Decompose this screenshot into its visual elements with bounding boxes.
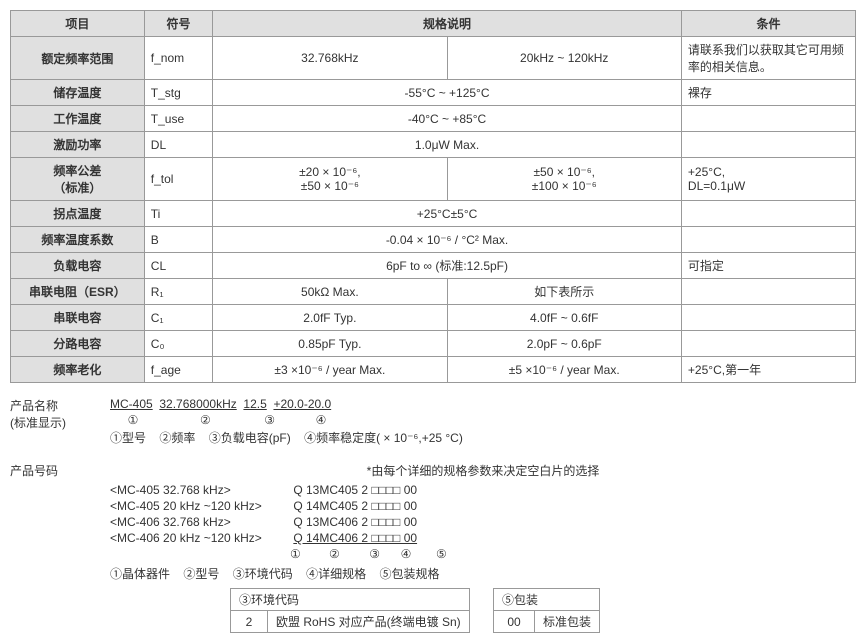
table-row: 频率公差 （标准） f_tol ±20 × 10⁻⁶, ±50 × 10⁻⁶ ±… (11, 158, 856, 201)
product-name-section: 产品名称 (标准显示) MC-405 32.768000kHz 12.5 +20… (10, 397, 856, 448)
pn-nums: ① ② ③ ④ ⑤ (290, 547, 856, 561)
table-row: 频率老化 f_age ±3 ×10⁻⁶ / year Max. ±5 ×10⁻⁶… (11, 357, 856, 383)
table-row: 额定频率范围 f_nom 32.768kHz 20kHz ~ 120kHz 请联… (11, 37, 856, 80)
table-row: 串联电容 C₁ 2.0fF Typ. 4.0fF ~ 0.6fF (11, 305, 856, 331)
table-row: 分路电容 C₀ 0.85pF Typ. 2.0pF ~ 0.6pF (11, 331, 856, 357)
pn-legend: ①晶体器件 ②型号 ③环境代码 ④详细规格 ⑤包装规格 (110, 565, 856, 582)
table-row: 激励功率 DL 1.0μW Max. (11, 132, 856, 158)
pack-table: ⑤包装 00 标准包装 (493, 588, 600, 633)
pn-row: <MC-405 20 kHz ~120 kHz> Q 14MC405 2 □□□… (110, 499, 856, 513)
product-name-sublabel: (标准显示) (10, 414, 100, 431)
spec-table: 项目 符号 规格说明 条件 额定频率范围 f_nom 32.768kHz 20k… (10, 10, 856, 383)
table-row: 储存温度 T_stg -55°C ~ +125°C 裸存 (11, 80, 856, 106)
pn-row: <MC-406 32.768 kHz> Q 13MC406 2 □□□□ 00 (110, 515, 856, 529)
product-number-label: 产品号码 (10, 462, 100, 479)
table-row: 工作温度 T_use -40°C ~ +85°C (11, 106, 856, 132)
product-name-label: 产品名称 (10, 397, 100, 414)
pn-row: <MC-406 20 kHz ~120 kHz> Q 14MC406 2 □□□… (110, 531, 856, 545)
pn-row: <MC-405 32.768 kHz> Q 13MC405 2 □□□□ 00 (110, 483, 856, 497)
table-row: 频率温度系数 B -0.04 × 10⁻⁶ / °C² Max. (11, 227, 856, 253)
table-row: 拐点温度 Ti +25°C±5°C (11, 201, 856, 227)
col-cond: 条件 (681, 11, 855, 37)
product-number-section: 产品号码 *由每个详细的规格参数来决定空白片的选择 <MC-405 32.768… (10, 462, 856, 633)
product-name-parts: MC-405 32.768000kHz 12.5 +20.0-20.0 (110, 397, 856, 411)
col-symbol: 符号 (144, 11, 212, 37)
table-row: 负载电容 CL 6pF to ∞ (标准:12.5pF) 可指定 (11, 253, 856, 279)
table-row: 串联电阻（ESR） R₁ 50kΩ Max. 如下表所示 (11, 279, 856, 305)
col-item: 项目 (11, 11, 145, 37)
col-spec: 规格说明 (213, 11, 682, 37)
product-name-nums: ① ② ③ ④ (110, 413, 856, 427)
product-number-note: *由每个详细的规格参数来决定空白片的选择 (110, 462, 856, 479)
env-code-table: ③环境代码 2 欧盟 RoHS 对应产品(终端电镀 Sn) (230, 588, 470, 633)
product-name-legend: ①型号 ②频率 ③负载电容(pF) ④频率稳定度( × 10⁻⁶,+25 °C) (110, 429, 856, 446)
